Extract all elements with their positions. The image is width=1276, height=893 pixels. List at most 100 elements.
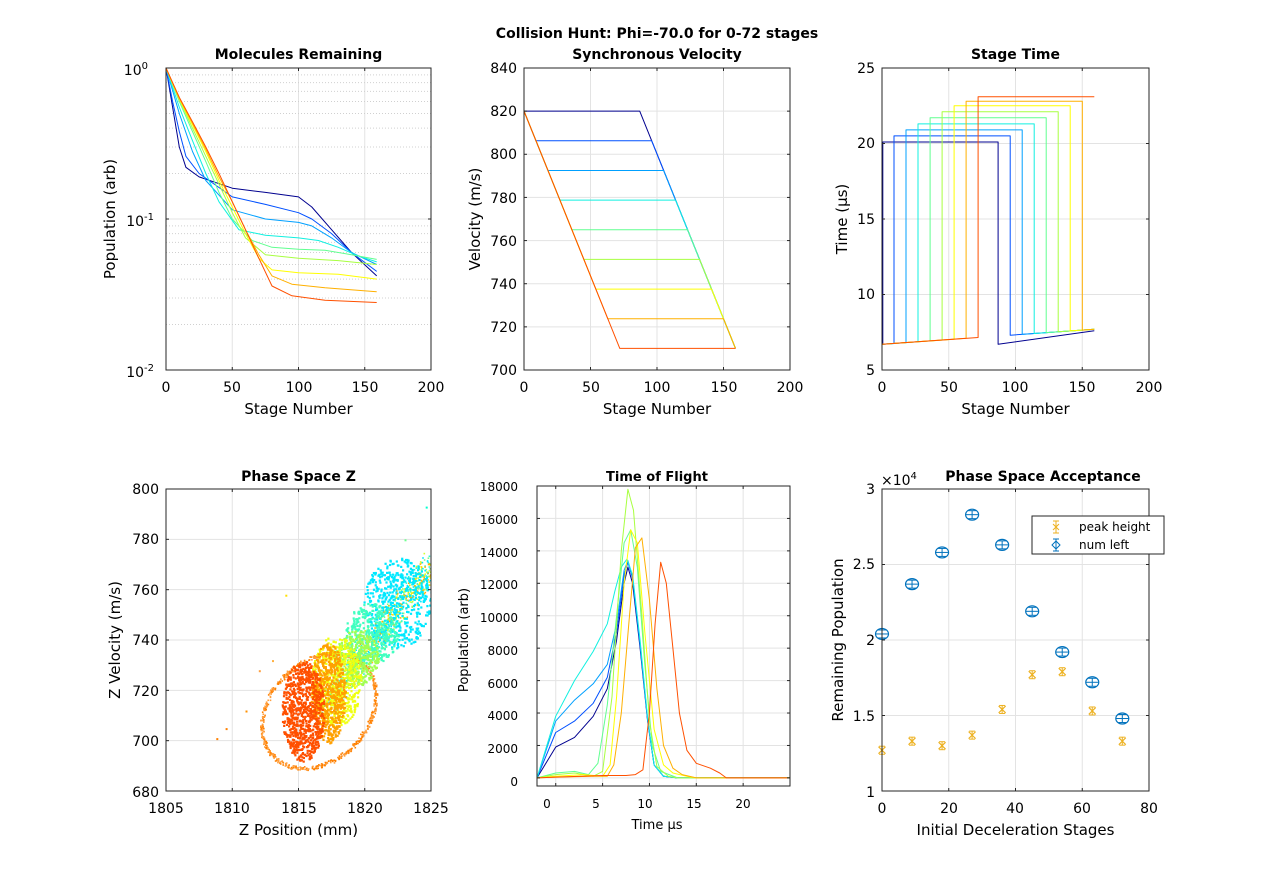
- phasez-point: [294, 667, 296, 669]
- phasez-point: [375, 609, 377, 611]
- velocity-xtick-0: 0: [520, 380, 529, 396]
- phasez-point: [262, 711, 264, 713]
- phasez-point: [293, 684, 295, 686]
- phasez-point: [416, 567, 418, 569]
- phasez-point: [374, 627, 376, 629]
- phasez-point: [358, 665, 360, 667]
- phasez-point: [388, 594, 390, 596]
- phasez-point: [417, 608, 419, 610]
- phasez-point: [285, 595, 287, 597]
- phasez-point: [403, 635, 405, 637]
- phasez-point: [367, 645, 369, 647]
- phasez-point: [389, 560, 391, 562]
- phasez-point: [322, 739, 324, 741]
- phasez-point: [402, 602, 404, 604]
- tof-ytick-5: 10000: [480, 611, 518, 625]
- phasez-point: [420, 606, 422, 608]
- phasez-point: [409, 626, 411, 628]
- phasez-point: [407, 591, 409, 593]
- phasez-point: [327, 730, 329, 732]
- phasez-point: [335, 682, 337, 684]
- molecules-ylabel: Population (arb): [101, 159, 119, 279]
- phasez-point: [370, 722, 372, 724]
- phasez-point: [379, 580, 381, 582]
- phasez-point: [302, 682, 304, 684]
- phasez-point: [418, 599, 420, 601]
- phasez-point: [390, 602, 392, 604]
- phasez-point: [406, 573, 408, 575]
- phasez-point: [400, 596, 402, 598]
- phasez-point: [325, 639, 327, 641]
- phasez-point: [384, 574, 386, 576]
- phasez-point: [289, 710, 291, 712]
- phasez-point: [275, 689, 277, 691]
- phasez-point: [306, 679, 308, 681]
- stagetime-ytick-3: 20: [857, 136, 875, 152]
- phasez-point: [411, 562, 413, 564]
- phasez-point: [309, 717, 311, 719]
- phasez-point: [346, 675, 348, 677]
- phasez-point: [306, 725, 308, 727]
- phasez-point: [317, 747, 319, 749]
- phasez-point: [393, 580, 395, 582]
- phasez-point: [345, 655, 347, 657]
- phasez-point: [282, 721, 284, 723]
- phasez-point: [393, 585, 395, 587]
- phasez-point: [261, 726, 263, 728]
- phasez-point: [422, 574, 424, 576]
- phasez-point: [337, 686, 339, 688]
- phasez-point: [410, 598, 412, 600]
- phasez-point: [336, 669, 338, 671]
- phasez-point: [322, 730, 324, 732]
- phasez-point: [317, 733, 319, 735]
- stagetime-x-tick-labels: 0 50 100 150 200: [878, 380, 1163, 396]
- phasez-point: [292, 674, 294, 676]
- phasez-point: [345, 752, 347, 754]
- phasez-point: [318, 653, 320, 655]
- phasez-point: [431, 557, 433, 559]
- phasez-point: [391, 648, 393, 650]
- phasez-point: [426, 577, 428, 579]
- phasez-point: [380, 657, 382, 659]
- phasez-point: [328, 698, 330, 700]
- phasez-point: [267, 700, 269, 702]
- phasez-point: [368, 652, 370, 654]
- phasez-point: [331, 681, 333, 683]
- phasez-point: [401, 615, 403, 617]
- phasez-point: [373, 589, 375, 591]
- phasez-point: [409, 580, 411, 582]
- phasez-point: [378, 610, 380, 612]
- tof-title: Time of Flight: [606, 470, 708, 485]
- phasez-point: [386, 640, 388, 642]
- phasez-point: [297, 672, 299, 674]
- phasez-point: [314, 664, 316, 666]
- phasez-point: [312, 717, 314, 719]
- phasez-point: [277, 759, 279, 761]
- phasez-point: [376, 647, 378, 649]
- phasez-point: [396, 572, 398, 574]
- phasez-point: [353, 676, 355, 678]
- phasez-point: [343, 666, 345, 668]
- phasez-point: [333, 702, 335, 704]
- phasez-point: [403, 592, 405, 594]
- phasez-point: [354, 708, 356, 710]
- phasez-point: [316, 677, 318, 679]
- phasez-point: [324, 714, 326, 716]
- phasez-point: [428, 564, 430, 566]
- phasez-point: [371, 644, 373, 646]
- phasez-point: [424, 570, 426, 572]
- phasez-point: [309, 725, 311, 727]
- phasez-point: [360, 609, 362, 611]
- phasez-point: [378, 574, 380, 576]
- phasez-point: [353, 672, 355, 674]
- phasez-point: [265, 708, 267, 710]
- phasez-point: [343, 686, 345, 688]
- phasez-point: [262, 737, 264, 739]
- phasez-point: [411, 595, 413, 597]
- phasez-point: [317, 718, 319, 720]
- phasez-point: [416, 638, 418, 640]
- phasez-point: [365, 593, 367, 595]
- phasez-point: [306, 768, 308, 770]
- phasez-point: [300, 687, 302, 689]
- phasez-point: [266, 745, 268, 747]
